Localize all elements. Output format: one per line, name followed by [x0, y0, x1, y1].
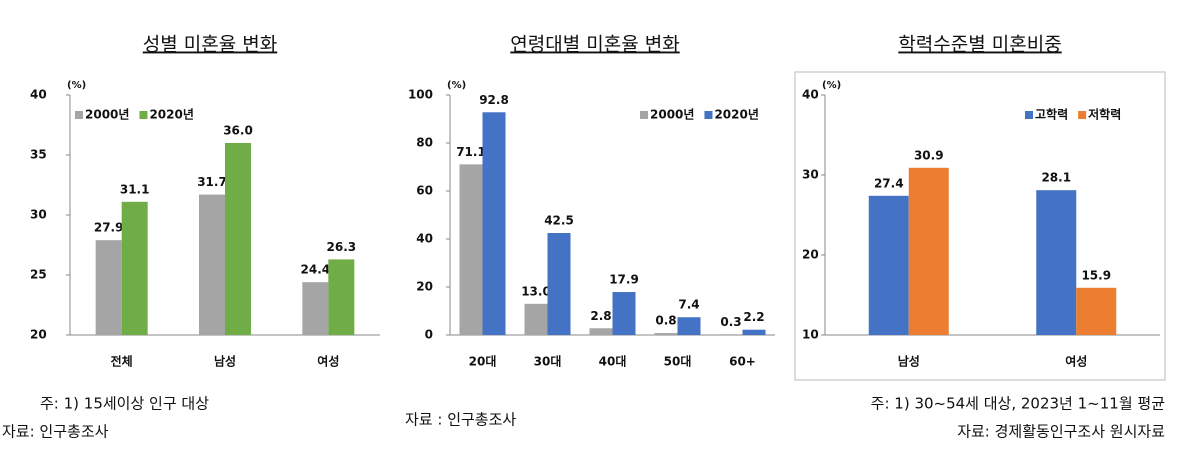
chart-title: 학력수준별 미혼비중 [898, 34, 1061, 56]
bar [654, 333, 678, 335]
y-tick-label: 35 [30, 148, 47, 162]
bar [868, 195, 909, 335]
bar [95, 240, 122, 335]
y-tick-label: 100 [408, 88, 433, 102]
y-tick-label: 20 [30, 328, 47, 342]
x-tick-label: 여성 [1065, 354, 1087, 369]
bar [328, 259, 355, 335]
value-label: 30.9 [914, 148, 944, 162]
legend-swatch [75, 111, 83, 119]
x-tick-label: 30대 [534, 355, 562, 369]
x-tick-label: 40대 [599, 355, 627, 369]
x-tick-label: 남성 [898, 354, 920, 369]
y-tick-label: 40 [30, 88, 47, 102]
bar [199, 194, 225, 335]
x-tick-label: 전체 [111, 354, 133, 369]
value-label: 7.4 [678, 298, 699, 312]
y-tick-label: 10 [802, 328, 819, 342]
bar [589, 328, 613, 335]
note: 자료 : 인구총조사 [405, 411, 516, 429]
x-tick-label: 50대 [664, 355, 692, 369]
value-label: 2.2 [743, 310, 764, 324]
value-label: 27.4 [874, 176, 904, 190]
x-tick-label: 여성 [317, 354, 339, 369]
note: 자료: 경제활동인구조사 원시자료 [957, 423, 1165, 441]
legend-label: 고학력 [1035, 107, 1068, 122]
bar [524, 303, 548, 335]
bar [742, 329, 766, 335]
bar [677, 317, 701, 335]
value-label: 26.3 [327, 240, 357, 254]
legend-label: 2020년 [714, 108, 758, 122]
y-unit-label: (%) [822, 80, 841, 91]
note: 주: 1) 15세이상 인구 대상 [40, 395, 209, 413]
y-tick-label: 0 [425, 328, 433, 342]
value-label: 15.9 [1081, 268, 1111, 282]
y-unit-label: (%) [447, 80, 466, 91]
bar [1036, 190, 1077, 335]
bar [302, 282, 329, 335]
bar [1076, 287, 1117, 335]
x-tick-label: 60+ [729, 355, 756, 369]
value-label: 42.5 [544, 214, 574, 228]
bar [482, 112, 506, 335]
y-tick-label: 40 [416, 232, 433, 246]
bar [719, 334, 743, 335]
legend-swatch [640, 111, 648, 119]
value-label: 36.0 [223, 124, 253, 138]
value-label: 24.4 [301, 263, 331, 277]
x-tick-label: 남성 [214, 354, 236, 369]
y-tick-label: 20 [416, 280, 433, 294]
bar [225, 143, 251, 335]
y-tick-label: 25 [30, 268, 47, 282]
chart-title: 연령대별 미혼율 변화 [510, 34, 679, 56]
value-label: 2.8 [590, 309, 611, 323]
bar [908, 167, 949, 335]
legend-label: 저학력 [1088, 107, 1121, 122]
y-tick-label: 60 [416, 184, 433, 198]
value-label: 0.8 [655, 314, 676, 328]
y-tick-label: 30 [30, 208, 47, 222]
legend-swatch [704, 111, 713, 119]
legend-label: 2000년 [650, 108, 694, 122]
y-tick-label: 20 [802, 248, 819, 262]
y-unit-label: (%) [67, 80, 86, 91]
value-label: 31.7 [197, 175, 227, 189]
value-label: 27.9 [94, 221, 124, 235]
value-label: 13.0 [521, 284, 551, 298]
note: 자료: 인구총조사 [2, 423, 109, 441]
bar [547, 233, 571, 335]
bar [612, 292, 636, 335]
bar [459, 164, 483, 335]
chart-frame [794, 71, 1166, 381]
y-tick-label: 30 [802, 168, 819, 182]
x-tick-label: 20대 [469, 355, 497, 369]
legend-swatch [139, 111, 148, 119]
y-tick-label: 80 [416, 136, 433, 150]
legend-label: 2020년 [149, 108, 193, 122]
value-label: 0.3 [720, 315, 741, 329]
value-label: 71.1 [456, 145, 486, 159]
chart-title: 성별 미혼율 변화 [143, 34, 277, 56]
note: 주: 1) 30~54세 대상, 2023년 1~11월 평균 [871, 395, 1166, 413]
y-tick-label: 40 [802, 88, 819, 102]
legend-label: 2000년 [85, 108, 129, 122]
value-label: 17.9 [609, 273, 639, 287]
bar [121, 201, 148, 335]
legend-swatch [1078, 111, 1087, 119]
value-label: 28.1 [1041, 171, 1071, 185]
value-label: 92.8 [479, 93, 509, 107]
value-label: 31.1 [120, 182, 150, 196]
legend-swatch [1025, 111, 1033, 119]
